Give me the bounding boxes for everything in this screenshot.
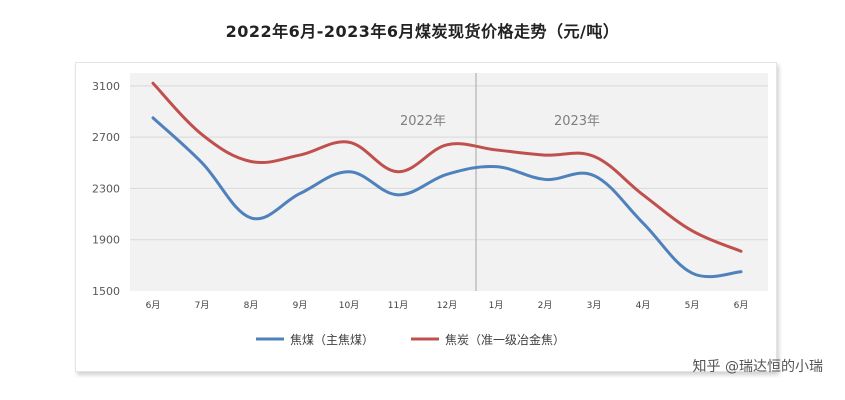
x-tick-label: 12月 (437, 300, 457, 311)
y-tick-label: 1500 (92, 285, 120, 298)
x-tick-label: 5月 (685, 300, 700, 311)
x-tick-label: 9月 (293, 300, 308, 311)
line-chart: 2022年 2023年 3100 2700 2300 1900 1500 6月 7月 8月 9… (92, 73, 768, 347)
series-line-0 (151, 116, 743, 279)
legend-label: 焦炭（准一级冶金焦） (445, 332, 565, 347)
plot-area (130, 73, 768, 291)
y-tick-label: 3100 (92, 80, 120, 93)
x-tick-label: 1月 (489, 300, 504, 311)
watermark: 知乎 @瑞达恒的小瑞 (692, 359, 823, 375)
legend: 焦煤（主焦煤） 焦炭（准一级冶金焦） (256, 332, 565, 347)
y-axis-ticks: 3100 2700 2300 1900 1500 (92, 80, 120, 298)
series-lines (151, 81, 743, 279)
x-tick-label: 11月 (388, 300, 408, 311)
chart-card: 2022年 2023年 3100 2700 2300 1900 1500 6月 7月 8月 9… (75, 62, 777, 372)
x-tick-label: 2月 (538, 300, 553, 311)
chart-title: 2022年6月-2023年6月煤炭现货价格走势（元/吨） (225, 22, 620, 41)
x-tick-label: 3月 (587, 300, 602, 311)
x-axis-ticks: 6月 7月 8月 9月 10月 11月 12月 1月 2月 3月 4月 5月 6月 (146, 300, 749, 311)
legend-label: 焦煤（主焦煤） (290, 333, 374, 347)
series-line-1 (151, 81, 743, 253)
x-tick-label: 10月 (339, 300, 359, 311)
grid-lines (130, 85, 768, 241)
period-label-2022: 2022年 (400, 114, 446, 129)
y-tick-label: 2700 (92, 131, 120, 144)
x-tick-label: 7月 (195, 300, 210, 311)
x-tick-label: 6月 (734, 300, 749, 311)
y-tick-label: 1900 (92, 234, 120, 247)
x-tick-label: 6月 (146, 300, 161, 311)
period-label-2023: 2023年 (554, 114, 600, 129)
x-tick-label: 8月 (244, 300, 259, 311)
y-tick-label: 2300 (92, 182, 120, 195)
x-tick-label: 4月 (636, 300, 651, 311)
